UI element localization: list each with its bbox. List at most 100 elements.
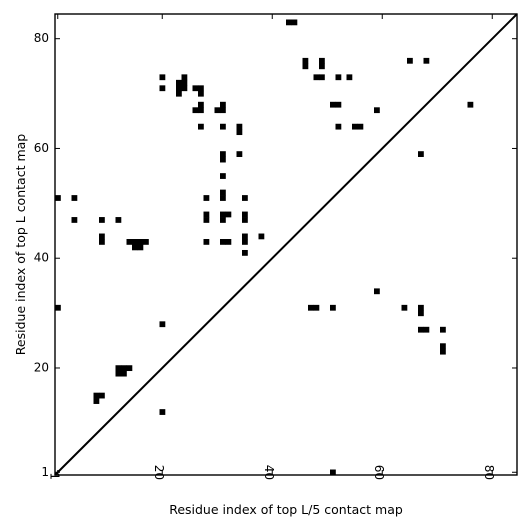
contact-cell-lower xyxy=(126,365,133,372)
contact-cell-upper xyxy=(357,123,364,130)
contact-cell-lower xyxy=(55,304,61,311)
contact-cell-lower xyxy=(99,392,105,399)
contact-cell-upper xyxy=(203,239,210,245)
contact-cell-upper xyxy=(192,85,199,92)
contact-cell-upper xyxy=(132,244,138,251)
contact-cell-upper xyxy=(99,217,105,223)
contact-cell-upper xyxy=(143,239,149,245)
contact-cell-upper xyxy=(159,85,166,92)
contact-cell-upper xyxy=(214,107,221,114)
contact-cell-upper xyxy=(176,90,182,97)
contact-cell-upper xyxy=(313,74,320,81)
contact-cell-upper xyxy=(319,57,325,64)
contact-cell-upper xyxy=(181,74,188,81)
contact-cell-upper xyxy=(220,195,226,201)
contact-cell-upper xyxy=(220,173,226,179)
y-axis-ticks: 1 20 40 60 80 xyxy=(34,31,517,479)
x-tick-label: 20 xyxy=(152,465,166,480)
contact-cell-upper xyxy=(242,249,248,256)
x-axis-ticks: 1 20 40 60 80 xyxy=(47,14,496,480)
contact-cell-upper xyxy=(137,239,144,245)
diagonal-line xyxy=(54,13,518,476)
contact-cell-lower xyxy=(440,326,446,333)
contact-cell-lower xyxy=(440,348,446,355)
contact-cell-upper xyxy=(335,101,342,108)
contact-cell-upper xyxy=(99,233,105,240)
contact-cell-upper xyxy=(203,217,210,223)
contact-cell-upper xyxy=(258,233,265,240)
contact-cell-lower xyxy=(418,304,424,311)
contact-cell-upper xyxy=(220,189,226,196)
contact-cell-upper xyxy=(242,195,248,201)
contact-cell-lower xyxy=(115,370,122,377)
contact-cell-lower xyxy=(93,398,100,404)
contact-cell-upper xyxy=(71,195,78,201)
contact-cell-lower xyxy=(330,304,336,311)
contact-cell-upper xyxy=(198,107,204,114)
contact-cell-upper xyxy=(181,85,188,92)
x-tick-label: 80 xyxy=(482,465,496,480)
y-tick-label: 80 xyxy=(34,31,49,45)
y-tick-label: 60 xyxy=(34,141,49,155)
contact-cells xyxy=(55,19,474,476)
contact-cell-upper xyxy=(115,217,122,223)
contact-cell-upper xyxy=(132,239,138,245)
contact-cell-upper xyxy=(335,123,342,130)
contact-cell-upper xyxy=(220,107,226,114)
contact-cell-lower xyxy=(330,469,336,476)
x-axis-label: Residue index of top L/5 contact map xyxy=(169,502,403,517)
plot-frame xyxy=(54,13,518,476)
contact-cell-upper xyxy=(286,19,292,26)
contact-cell-lower xyxy=(440,343,446,350)
contact-cell-upper xyxy=(225,239,232,245)
contact-cell-upper xyxy=(346,74,353,81)
contact-cell-upper xyxy=(407,57,413,64)
contact-cell-lower xyxy=(418,310,424,317)
contact-cell-lower xyxy=(418,326,424,333)
contact-cell-upper xyxy=(176,85,182,92)
contact-cell-upper xyxy=(198,101,204,108)
contact-cell-upper xyxy=(467,101,474,108)
contact-cell-upper xyxy=(330,101,336,108)
contact-cell-lower xyxy=(374,288,380,295)
x-tick-label: 40 xyxy=(262,465,276,480)
contact-cell-upper xyxy=(55,195,61,201)
contact-cell-upper xyxy=(220,101,226,108)
contact-cell-upper xyxy=(236,151,243,157)
contact-cell-lower xyxy=(401,304,408,311)
contact-cell-upper xyxy=(242,233,248,240)
contact-cell-upper xyxy=(236,129,243,136)
contact-cell-upper xyxy=(423,57,430,64)
contact-cell-upper xyxy=(137,244,144,251)
x-tick-label: 60 xyxy=(372,465,386,480)
contact-cell-upper xyxy=(203,211,210,218)
contact-cell-upper xyxy=(236,123,243,130)
contact-cell-upper xyxy=(319,74,325,81)
contact-cell-upper xyxy=(319,63,325,70)
contact-cell-upper xyxy=(203,195,210,201)
contact-cell-upper xyxy=(220,151,226,157)
contact-cell-upper xyxy=(302,63,309,70)
contact-cell-upper xyxy=(220,217,226,223)
x-tick-label: 1 xyxy=(47,472,61,480)
contact-cell-lower xyxy=(121,370,127,377)
contact-cell-upper xyxy=(192,107,199,114)
contact-cell-upper xyxy=(352,123,358,130)
y-tick-label: 20 xyxy=(34,360,49,374)
contact-cell-upper xyxy=(418,151,424,157)
contact-cell-lower xyxy=(159,321,166,328)
contact-cell-upper xyxy=(126,239,133,245)
contact-cell-upper xyxy=(374,107,380,114)
contact-cell-lower xyxy=(313,304,320,311)
contact-cell-upper xyxy=(181,79,188,86)
contact-cell-lower xyxy=(121,365,127,372)
contact-cell-upper xyxy=(291,19,298,26)
contact-cell-lower xyxy=(423,326,430,333)
contact-cell-upper xyxy=(225,211,232,218)
contact-cell-upper xyxy=(302,57,309,64)
contact-cell-upper xyxy=(198,123,204,130)
contact-cell-lower xyxy=(308,304,314,311)
y-axis-label: Residue index of top L contact map xyxy=(13,134,28,355)
contact-cell-upper xyxy=(220,239,226,245)
